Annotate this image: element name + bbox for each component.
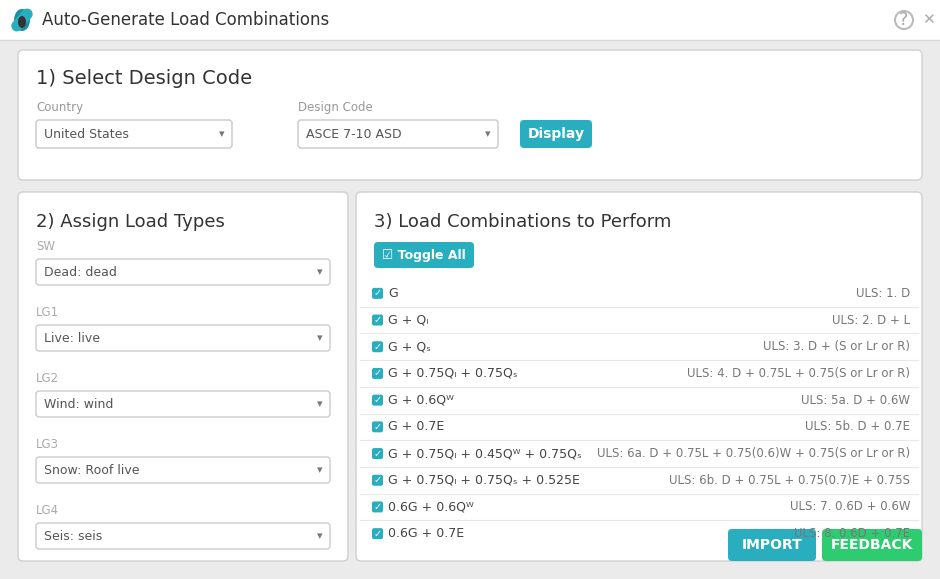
Text: ▾: ▾	[317, 333, 322, 343]
Text: ✕: ✕	[921, 13, 934, 27]
FancyBboxPatch shape	[36, 457, 330, 483]
Text: ASCE 7-10 ASD: ASCE 7-10 ASD	[306, 127, 401, 141]
FancyBboxPatch shape	[372, 475, 383, 486]
Text: ?: ?	[900, 11, 909, 29]
FancyBboxPatch shape	[36, 259, 330, 285]
Text: 3) Load Combinations to Perform: 3) Load Combinations to Perform	[374, 213, 671, 231]
FancyBboxPatch shape	[356, 192, 922, 561]
FancyBboxPatch shape	[372, 314, 383, 325]
Text: LG4: LG4	[36, 504, 59, 518]
FancyBboxPatch shape	[18, 192, 348, 561]
FancyBboxPatch shape	[822, 529, 922, 561]
Text: ✓: ✓	[373, 449, 382, 459]
Text: ☑ Toggle All: ☑ Toggle All	[383, 248, 466, 262]
Text: G + 0.75Qₗ + 0.75Qₛ: G + 0.75Qₗ + 0.75Qₛ	[388, 367, 518, 380]
Text: G + 0.7E: G + 0.7E	[388, 420, 445, 433]
Text: ▾: ▾	[485, 129, 491, 139]
Text: Dead: dead: Dead: dead	[44, 266, 117, 278]
Text: ▾: ▾	[317, 531, 322, 541]
Text: ✓: ✓	[373, 502, 382, 512]
Text: 1) Select Design Code: 1) Select Design Code	[36, 68, 252, 87]
Text: LG3: LG3	[36, 438, 59, 452]
Text: ▾: ▾	[317, 399, 322, 409]
Text: ▾: ▾	[317, 465, 322, 475]
Text: Wind: wind: Wind: wind	[44, 398, 114, 411]
Text: ✓: ✓	[373, 368, 382, 379]
Bar	[0, 0, 940, 40]
Text: ULS: 2. D + L: ULS: 2. D + L	[832, 314, 910, 327]
Text: Design Code: Design Code	[298, 101, 373, 115]
Text: ULS: 7. 0.6D + 0.6W: ULS: 7. 0.6D + 0.6W	[790, 500, 910, 514]
Text: ✓: ✓	[373, 395, 382, 405]
Text: Auto-Generate Load Combinations: Auto-Generate Load Combinations	[42, 11, 329, 29]
FancyBboxPatch shape	[36, 120, 232, 148]
Text: ULS: 8. 0.6D + 0.7E: ULS: 8. 0.6D + 0.7E	[794, 527, 910, 540]
Ellipse shape	[14, 9, 30, 31]
FancyBboxPatch shape	[372, 448, 383, 459]
Text: ULS: 1. D: ULS: 1. D	[855, 287, 910, 300]
Text: G + Qₗ: G + Qₗ	[388, 314, 429, 327]
FancyBboxPatch shape	[18, 50, 922, 180]
FancyBboxPatch shape	[36, 391, 330, 417]
Text: 0.6G + 0.6Qᵂ: 0.6G + 0.6Qᵂ	[388, 500, 474, 514]
Text: Seis: seis: Seis: seis	[44, 530, 102, 543]
FancyArrowPatch shape	[17, 14, 27, 26]
Text: ✓: ✓	[373, 475, 382, 485]
Text: 0.6G + 0.7E: 0.6G + 0.7E	[388, 527, 464, 540]
Text: IMPORT: IMPORT	[742, 538, 803, 552]
Text: ULS: 5b. D + 0.7E: ULS: 5b. D + 0.7E	[805, 420, 910, 433]
FancyBboxPatch shape	[372, 395, 383, 406]
Text: ✓: ✓	[373, 288, 382, 298]
Text: SW: SW	[36, 240, 55, 254]
Text: ULS: 3. D + (S or Lr or R): ULS: 3. D + (S or Lr or R)	[763, 340, 910, 353]
FancyBboxPatch shape	[372, 422, 383, 433]
FancyBboxPatch shape	[372, 368, 383, 379]
FancyBboxPatch shape	[728, 529, 816, 561]
Text: Snow: Roof live: Snow: Roof live	[44, 464, 139, 477]
Text: ✓: ✓	[373, 342, 382, 352]
Text: ULS: 6b. D + 0.75L + 0.75(0.7)E + 0.75S: ULS: 6b. D + 0.75L + 0.75(0.7)E + 0.75S	[669, 474, 910, 487]
Text: G + 0.75Qₗ + 0.45Qᵂ + 0.75Qₛ: G + 0.75Qₗ + 0.45Qᵂ + 0.75Qₛ	[388, 447, 582, 460]
Text: ULS: 5a. D + 0.6W: ULS: 5a. D + 0.6W	[801, 394, 910, 406]
Text: Live: live: Live: live	[44, 332, 100, 345]
FancyBboxPatch shape	[520, 120, 592, 148]
FancyBboxPatch shape	[372, 341, 383, 352]
Text: 2) Assign Load Types: 2) Assign Load Types	[36, 213, 225, 231]
Text: G + Qₛ: G + Qₛ	[388, 340, 431, 353]
Text: ✓: ✓	[373, 315, 382, 325]
FancyBboxPatch shape	[372, 288, 383, 299]
Text: Country: Country	[36, 101, 83, 115]
FancyBboxPatch shape	[372, 501, 383, 512]
FancyBboxPatch shape	[36, 523, 330, 549]
Text: ▾: ▾	[219, 129, 225, 139]
FancyBboxPatch shape	[36, 325, 330, 351]
Text: ULS: 4. D + 0.75L + 0.75(S or Lr or R): ULS: 4. D + 0.75L + 0.75(S or Lr or R)	[687, 367, 910, 380]
Ellipse shape	[18, 16, 26, 28]
Text: United States: United States	[44, 127, 129, 141]
FancyBboxPatch shape	[374, 242, 474, 268]
FancyBboxPatch shape	[298, 120, 498, 148]
Text: G + 0.75Qₗ + 0.75Qₛ + 0.525E: G + 0.75Qₗ + 0.75Qₛ + 0.525E	[388, 474, 580, 487]
FancyBboxPatch shape	[372, 528, 383, 539]
Text: ✓: ✓	[373, 529, 382, 538]
Text: LG1: LG1	[36, 306, 59, 320]
Text: FEEDBACK: FEEDBACK	[831, 538, 913, 552]
Text: ▾: ▾	[317, 267, 322, 277]
Text: LG2: LG2	[36, 372, 59, 386]
Text: G: G	[388, 287, 398, 300]
Text: G + 0.6Qᵂ: G + 0.6Qᵂ	[388, 394, 454, 406]
Text: Display: Display	[527, 127, 585, 141]
Text: ULS: 6a. D + 0.75L + 0.75(0.6)W + 0.75(S or Lr or R): ULS: 6a. D + 0.75L + 0.75(0.6)W + 0.75(S…	[597, 447, 910, 460]
Text: ✓: ✓	[373, 422, 382, 432]
